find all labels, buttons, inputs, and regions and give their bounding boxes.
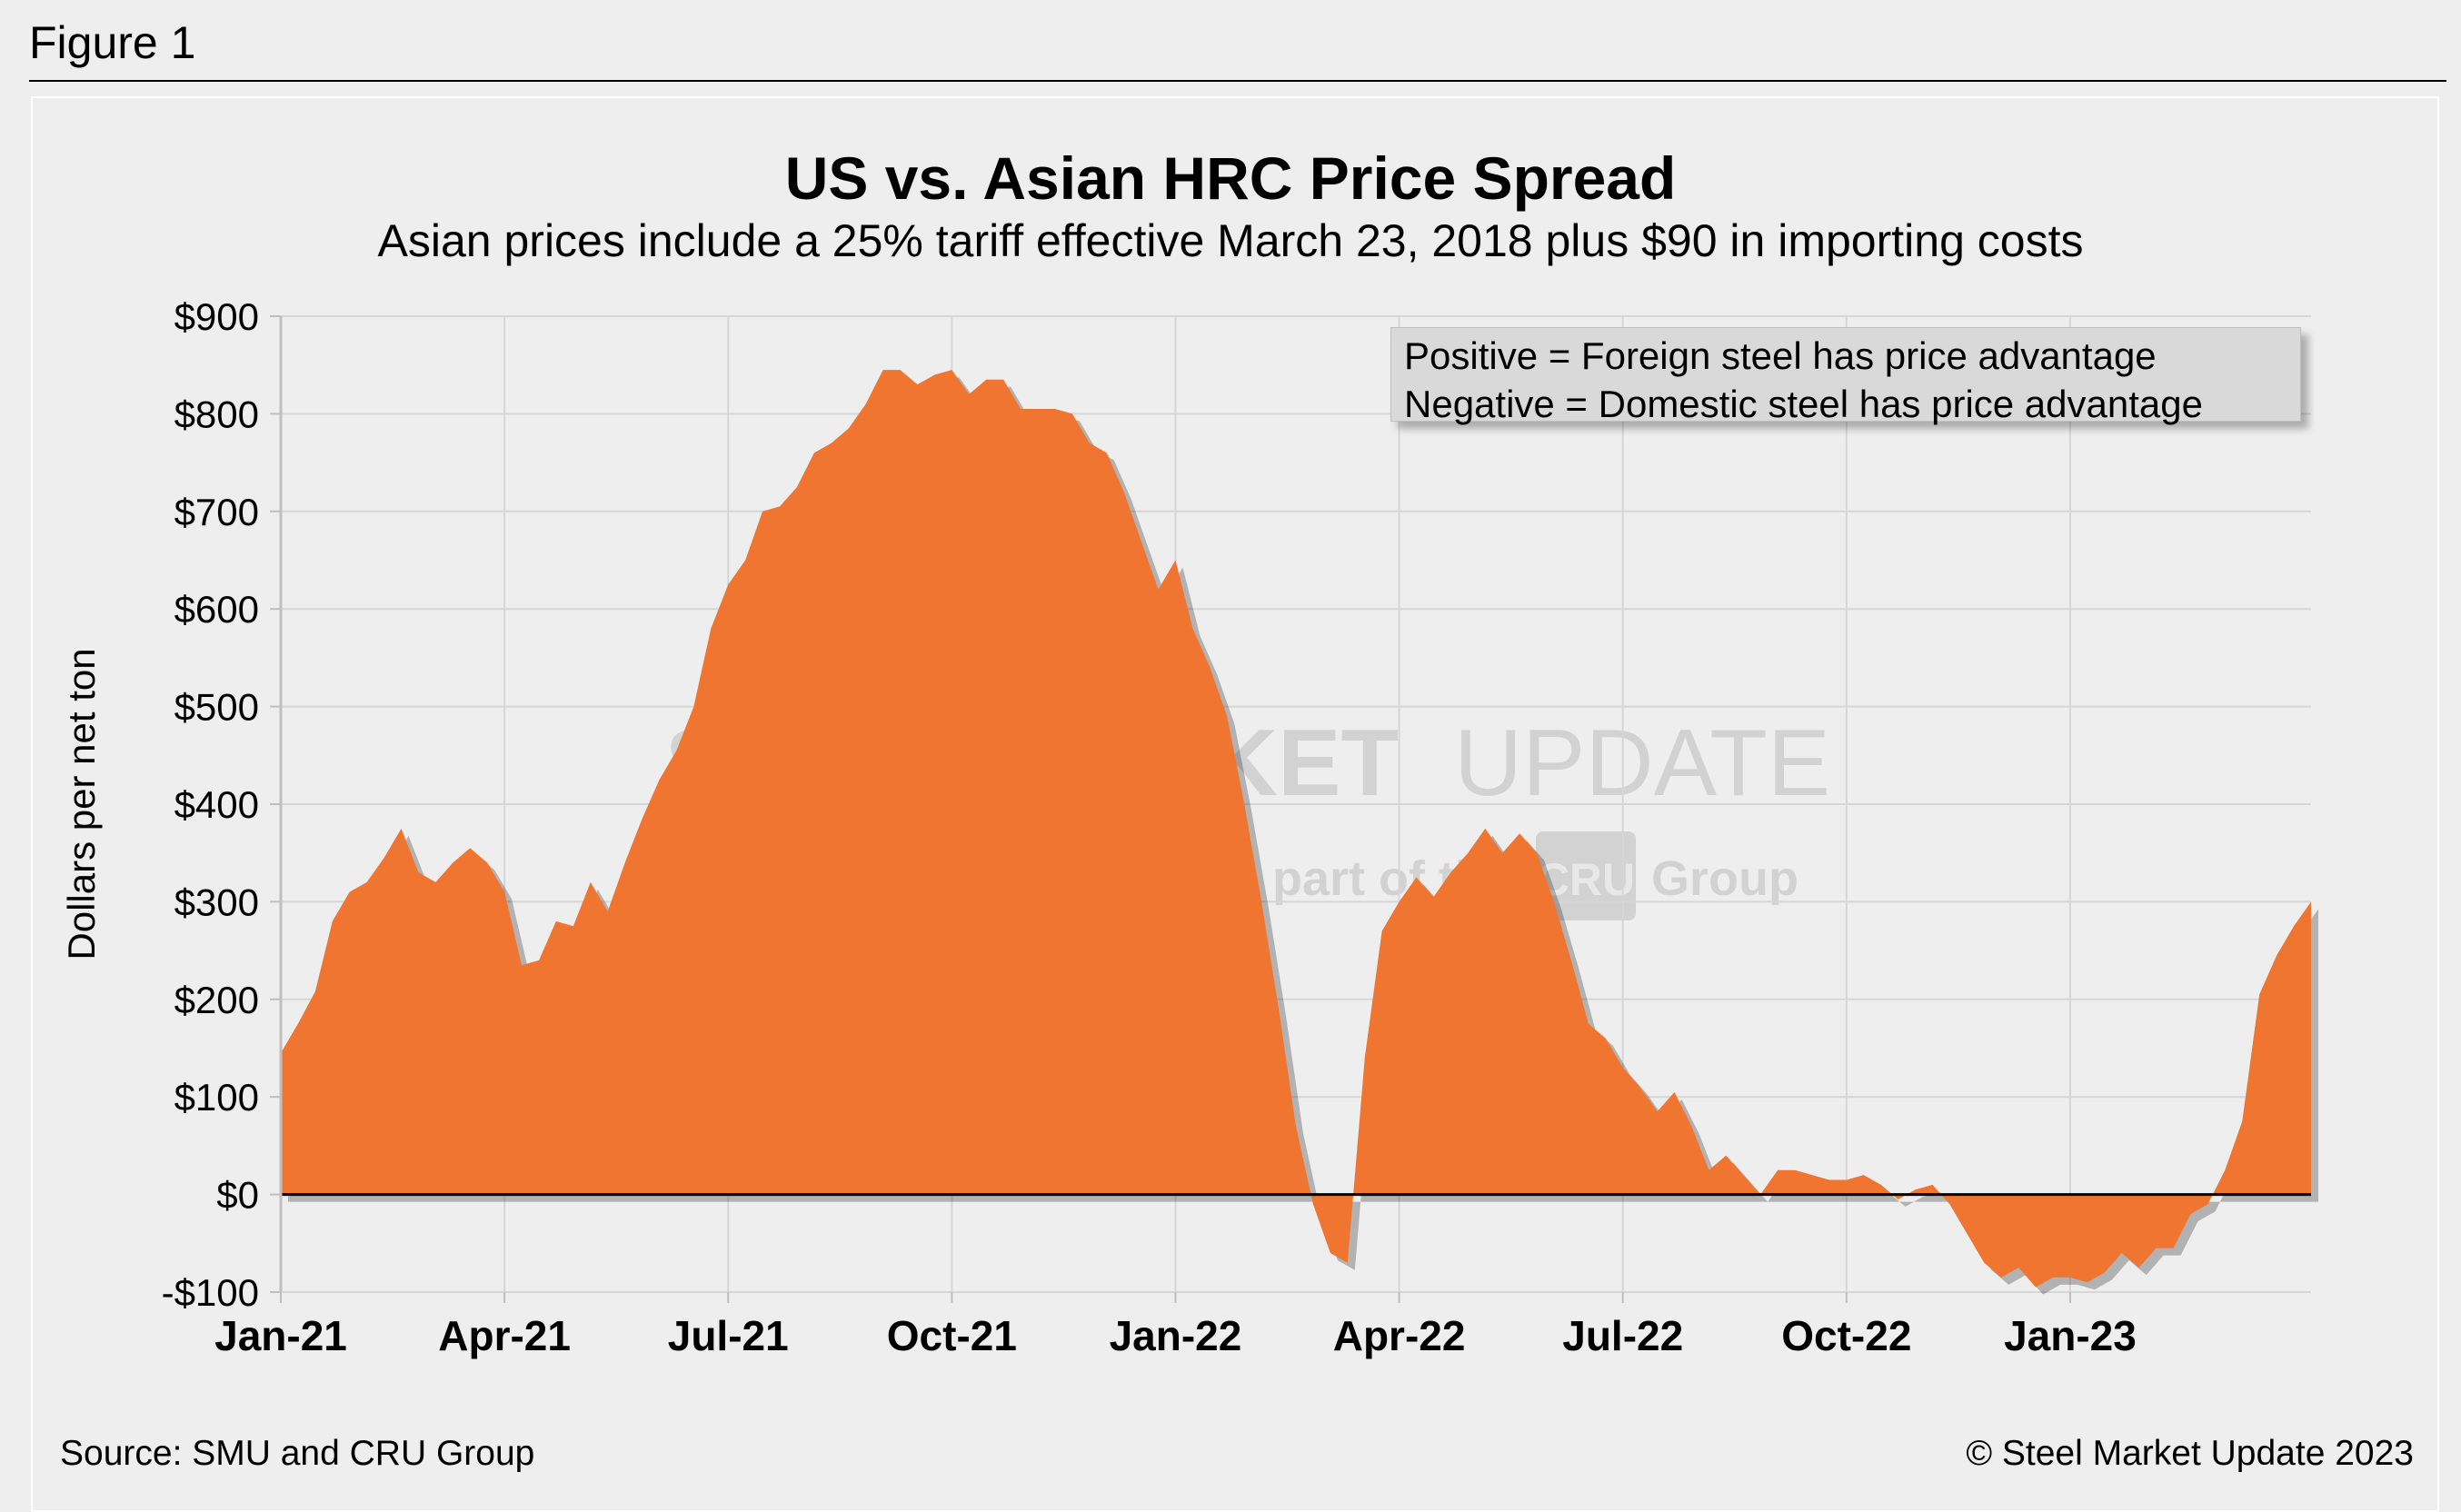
figure-divider — [29, 80, 2446, 82]
watermark-badge-box — [1536, 831, 1636, 920]
x-tick-label: Jul-22 — [1562, 1312, 1683, 1359]
x-tick-label: Jan-22 — [1110, 1312, 1242, 1359]
y-tick-label: $700 — [174, 491, 259, 533]
y-tick-label: $400 — [174, 783, 259, 826]
y-axis-label: Dollars per net ton — [60, 648, 103, 960]
watermark-text-light: UPDATE — [1454, 711, 1830, 816]
source-note: Source: SMU and CRU Group — [60, 1434, 535, 1473]
copyright-note: © Steel Market Update 2023 — [1966, 1434, 2414, 1473]
legend-negative: Negative = Domestic steel has price adva… — [1404, 383, 2203, 425]
legend-positive: Positive = Foreign steel has price advan… — [1404, 334, 2157, 377]
x-tick-label: Oct-21 — [887, 1312, 1017, 1359]
x-tick-label: Jul-21 — [668, 1312, 789, 1359]
y-tick-label: $600 — [174, 588, 259, 631]
x-tick-label: Apr-22 — [1333, 1312, 1466, 1359]
spread-area — [281, 370, 2311, 1288]
x-axis-ticks: Jan-21 Apr-21 Jul-21 Oct-21 Jan-22 Apr-22 Jul-… — [214, 1292, 2137, 1359]
chart-subtitle: Asian prices include a 25% tariff effect… — [377, 215, 2084, 266]
y-tick-label: $800 — [174, 393, 259, 435]
y-tick-label: $200 — [174, 979, 259, 1021]
figure-label: Figure 1 — [29, 17, 196, 68]
watermark-badge-text: CRU — [1537, 854, 1635, 905]
watermark-group: Group — [1651, 851, 1798, 906]
y-tick-label: $500 — [174, 686, 259, 729]
chart-title: US vs. Asian HRC Price Spread — [784, 144, 1677, 212]
y-tick-label: $900 — [174, 295, 259, 338]
y-tick-label: $300 — [174, 880, 259, 923]
x-tick-label: Apr-21 — [438, 1312, 571, 1359]
y-tick-label: $0 — [216, 1174, 259, 1217]
y-tick-label: -$100 — [162, 1271, 259, 1314]
y-tick-label: $100 — [174, 1076, 259, 1119]
x-tick-label: Oct-22 — [1781, 1312, 1911, 1359]
legend-box: Positive = Foreign steel has price advan… — [1390, 327, 2301, 425]
x-tick-label: Jan-23 — [2004, 1312, 2137, 1359]
x-tick-label: Jan-21 — [214, 1312, 347, 1359]
y-axis-ticks: -$100 $0 $100 $200 $300 $400 $500 $600 $700 $800 $… — [162, 295, 281, 1314]
